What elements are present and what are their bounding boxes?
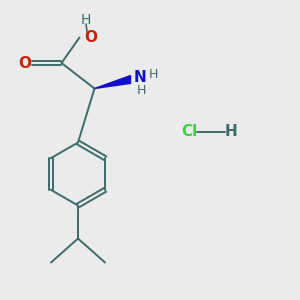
Text: N: N xyxy=(134,70,147,85)
Text: O: O xyxy=(84,30,97,45)
Text: O: O xyxy=(18,56,32,70)
Text: H: H xyxy=(148,68,158,82)
Polygon shape xyxy=(94,76,130,88)
Text: H: H xyxy=(81,13,91,26)
Text: H: H xyxy=(225,124,237,140)
Text: H: H xyxy=(137,83,147,97)
Text: Cl: Cl xyxy=(181,124,197,140)
